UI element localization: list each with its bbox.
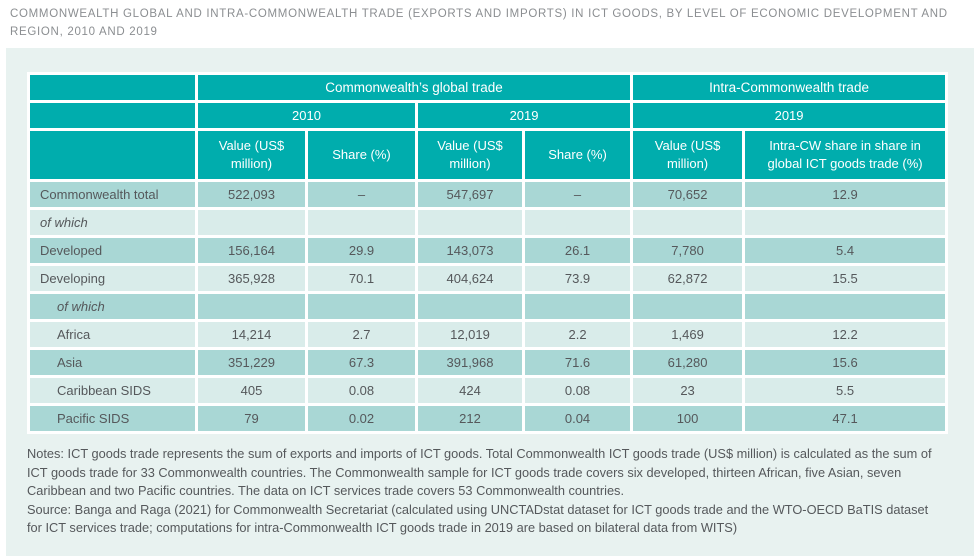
- row-label: Commonwealth total: [30, 182, 195, 207]
- group-header-intra-trade: Intra-Commonwealth trade: [633, 75, 946, 100]
- column-header-share-2010: Share (%): [308, 131, 415, 179]
- cell-value: 405: [198, 378, 305, 403]
- cell-value: 0.02: [308, 406, 415, 431]
- cell-value: 391,968: [418, 350, 522, 375]
- cell-value: [198, 210, 305, 235]
- cell-value: 73.9: [525, 266, 631, 291]
- table-panel: Commonwealth’s global trade Intra-Common…: [6, 48, 974, 556]
- cell-value: [525, 294, 631, 319]
- cell-value: 156,164: [198, 238, 305, 263]
- table-row-developed: Developed 156,164 29.9 143,073 26.1 7,78…: [30, 238, 946, 263]
- ict-goods-trade-table: Commonwealth’s global trade Intra-Common…: [27, 72, 949, 434]
- cell-value: 212: [418, 406, 522, 431]
- cell-value: 70.1: [308, 266, 415, 291]
- cell-value: 5.5: [745, 378, 946, 403]
- table-footnotes: Notes: ICT goods trade represents the su…: [27, 445, 945, 538]
- table-row-developing: Developing 365,928 70.1 404,624 73.9 62,…: [30, 266, 946, 291]
- cell-value: 424: [418, 378, 522, 403]
- cell-value: [633, 210, 743, 235]
- cell-value: [633, 294, 743, 319]
- column-header-value-2010: Value (US$ million): [198, 131, 305, 179]
- cell-value: 23: [633, 378, 743, 403]
- column-header-row: Value (US$ million) Share (%) Value (US$…: [30, 131, 946, 179]
- cell-value: 70,652: [633, 182, 743, 207]
- cell-value: 71.6: [525, 350, 631, 375]
- column-header-value-2019: Value (US$ million): [418, 131, 522, 179]
- table-body: Commonwealth total 522,093 – 547,697 – 7…: [30, 182, 946, 431]
- cell-value: 12.2: [745, 322, 946, 347]
- cell-value: 0.04: [525, 406, 631, 431]
- cell-value: 404,624: [418, 266, 522, 291]
- cell-value: [745, 210, 946, 235]
- row-label: Developing: [30, 266, 195, 291]
- cell-value: 365,928: [198, 266, 305, 291]
- cell-value: 351,229: [198, 350, 305, 375]
- cell-value: 67.3: [308, 350, 415, 375]
- cell-value: –: [308, 182, 415, 207]
- cell-value: 7,780: [633, 238, 743, 263]
- cell-value: –: [525, 182, 631, 207]
- column-header-intra-cw-share: Intra-CW share in share in global ICT go…: [745, 131, 946, 179]
- cell-value: 143,073: [418, 238, 522, 263]
- cell-value: 14,214: [198, 322, 305, 347]
- cell-value: [525, 210, 631, 235]
- cell-value: 29.9: [308, 238, 415, 263]
- row-label: of which: [30, 294, 195, 319]
- page-title: COMMONWEALTH GLOBAL AND INTRA-COMMONWEAL…: [10, 8, 948, 39]
- cell-value: 2.2: [525, 322, 631, 347]
- cell-value: 100: [633, 406, 743, 431]
- cell-value: 47.1: [745, 406, 946, 431]
- table-row-africa: Africa 14,214 2.7 12,019 2.2 1,469 12.2: [30, 322, 946, 347]
- cell-value: [308, 294, 415, 319]
- cell-value: 15.5: [745, 266, 946, 291]
- table-row-pacific-sids: Pacific SIDS 79 0.02 212 0.04 100 47.1: [30, 406, 946, 431]
- cell-value: 547,697: [418, 182, 522, 207]
- table-header: Commonwealth’s global trade Intra-Common…: [30, 75, 946, 179]
- cell-value: 0.08: [308, 378, 415, 403]
- column-header-value-intra: Value (US$ million): [633, 131, 743, 179]
- year-header-row: 2010 2019 2019: [30, 103, 946, 128]
- cell-value: 522,093: [198, 182, 305, 207]
- row-label: of which: [30, 210, 195, 235]
- cell-value: 12,019: [418, 322, 522, 347]
- cell-value: [308, 210, 415, 235]
- row-label: Developed: [30, 238, 195, 263]
- row-label: Caribbean SIDS: [30, 378, 195, 403]
- corner-cell: [30, 131, 195, 179]
- cell-value: 2.7: [308, 322, 415, 347]
- group-header-row: Commonwealth’s global trade Intra-Common…: [30, 75, 946, 100]
- table-row-caribbean-sids: Caribbean SIDS 405 0.08 424 0.08 23 5.5: [30, 378, 946, 403]
- table-row-commonwealth-total: Commonwealth total 522,093 – 547,697 – 7…: [30, 182, 946, 207]
- year-header-2019-intra: 2019: [633, 103, 946, 128]
- table-row-asia: Asia 351,229 67.3 391,968 71.6 61,280 15…: [30, 350, 946, 375]
- table-row-of-which-development: of which: [30, 210, 946, 235]
- notes-text: Notes: ICT goods trade represents the su…: [27, 446, 932, 499]
- column-header-share-2019: Share (%): [525, 131, 631, 179]
- row-label: Pacific SIDS: [30, 406, 195, 431]
- year-header-2010: 2010: [198, 103, 415, 128]
- row-label: Asia: [30, 350, 195, 375]
- cell-value: 0.08: [525, 378, 631, 403]
- cell-value: 12.9: [745, 182, 946, 207]
- cell-value: 15.6: [745, 350, 946, 375]
- cell-value: [418, 294, 522, 319]
- corner-cell: [30, 75, 195, 100]
- cell-value: 26.1: [525, 238, 631, 263]
- row-label: Africa: [30, 322, 195, 347]
- year-header-2019-global: 2019: [418, 103, 631, 128]
- cell-value: 79: [198, 406, 305, 431]
- cell-value: 61,280: [633, 350, 743, 375]
- cell-value: 62,872: [633, 266, 743, 291]
- group-header-global-trade: Commonwealth’s global trade: [198, 75, 631, 100]
- cell-value: [198, 294, 305, 319]
- cell-value: 5.4: [745, 238, 946, 263]
- table-row-of-which-region: of which: [30, 294, 946, 319]
- cell-value: 1,469: [633, 322, 743, 347]
- corner-cell: [30, 103, 195, 128]
- cell-value: [418, 210, 522, 235]
- source-text: Source: Banga and Raga (2021) for Common…: [27, 501, 929, 536]
- cell-value: [745, 294, 946, 319]
